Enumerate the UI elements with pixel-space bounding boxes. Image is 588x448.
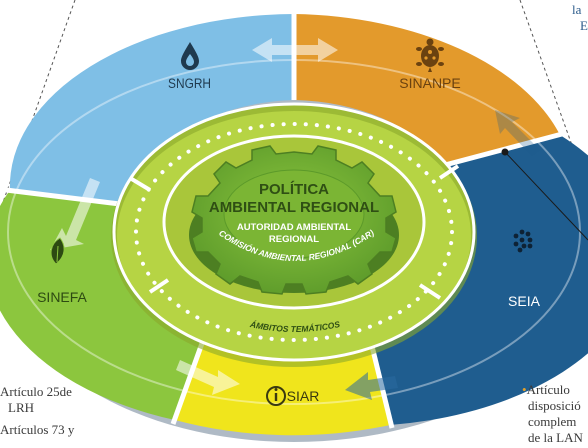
- arrow-bottom-left: [176, 360, 240, 395]
- center-title-line1: POLÍTICA: [259, 181, 329, 198]
- top-right-note-line1: la: [572, 2, 582, 17]
- leaf-icon: [50, 237, 65, 265]
- sngrh-label: SNGRH: [168, 75, 211, 91]
- turtle-icon: [416, 38, 444, 72]
- sinefa-label: SINEFA: [37, 289, 87, 305]
- connector-line: [504, 151, 588, 241]
- center-title-line2: AMBIENTAL REGIONAL: [209, 199, 379, 216]
- cycle-arrows: [50, 38, 540, 400]
- sngrh-group[interactable]: SNGRH: [168, 42, 211, 91]
- dots-cluster-icon: [513, 229, 533, 253]
- thematic-label: ÁMBITOS TEMÁTICOS: [248, 319, 341, 334]
- central-gear: [191, 145, 397, 295]
- center-subtitle-line1: AUTORIDAD AMBIENTAL: [237, 222, 352, 233]
- arrow-bottom-right: [345, 372, 398, 400]
- left-note-line1: Artículo 25de: [0, 384, 72, 399]
- left-note-line2: LRH: [8, 400, 34, 415]
- sinefa-group[interactable]: SINEFA: [37, 237, 88, 305]
- thematic-dotted-ring: [134, 122, 454, 342]
- arrow-left: [50, 178, 100, 250]
- segment-sinanpe[interactable]: [294, 14, 560, 165]
- sinanpe-group[interactable]: SINANPE: [399, 38, 461, 92]
- right-note: •Artículo disposició complem de la LAN: [522, 382, 583, 446]
- sinanpe-label: SINANPE: [399, 75, 460, 91]
- center-subtitle-line2: REGIONAL: [269, 234, 319, 245]
- right-note-line4: de la LAN: [528, 430, 583, 445]
- arrow-top: [252, 38, 338, 62]
- right-note-line2: disposició: [528, 398, 581, 413]
- segment-sinefa[interactable]: [0, 190, 205, 420]
- seia-group[interactable]: SEIA: [508, 229, 541, 309]
- connector-dot: [501, 148, 509, 156]
- top-right-note-line2: E: [580, 18, 588, 33]
- water-drop-icon: [181, 42, 199, 70]
- seia-label: SEIA: [508, 293, 541, 309]
- right-note-bullet: •: [522, 382, 527, 397]
- siar-group[interactable]: SIAR: [266, 386, 320, 406]
- segment-seia[interactable]: [370, 135, 588, 425]
- siar-label: SIAR: [287, 388, 320, 404]
- arrow-right-top: [495, 110, 540, 156]
- left-note: Artículo 25de LRH Artículos 73 y: [0, 384, 74, 438]
- info-icon: [266, 386, 286, 406]
- right-note-line3: complem: [528, 414, 577, 429]
- segment-sngrh[interactable]: [9, 14, 294, 205]
- top-right-note: la E: [572, 2, 588, 34]
- left-note-line3: Artículos 73 y: [0, 422, 75, 437]
- right-note-line1: Artículo: [526, 382, 570, 397]
